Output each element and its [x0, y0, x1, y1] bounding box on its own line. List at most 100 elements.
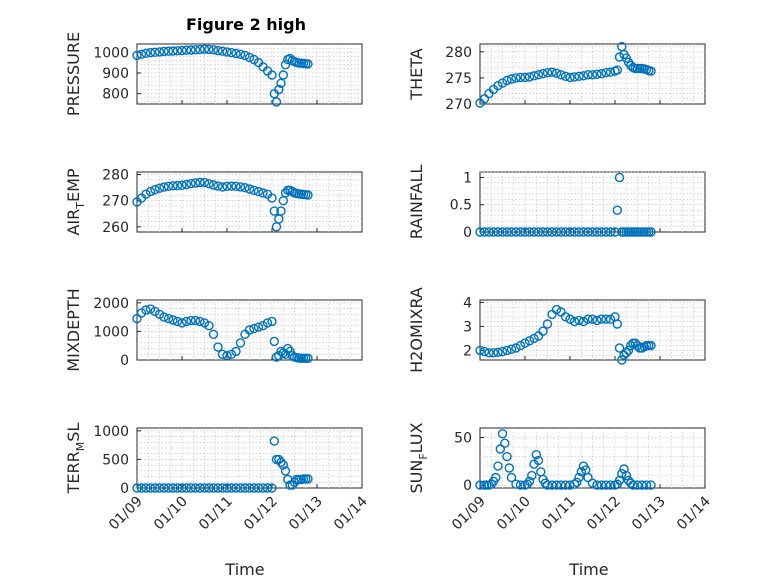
- data-point: [506, 74, 517, 84]
- data-point: [641, 480, 652, 490]
- data-point: [601, 480, 611, 490]
- data-point: [181, 316, 192, 327]
- x-tick-label: 01/14: [674, 493, 714, 533]
- data-point: [520, 72, 530, 83]
- x-tick-label: 01/10: [494, 494, 534, 534]
- data-point: [231, 346, 241, 357]
- data-point: [497, 429, 508, 439]
- data-point: [253, 483, 264, 493]
- data-point: [172, 483, 183, 493]
- data-point: [276, 206, 286, 216]
- data-point: [502, 227, 512, 237]
- data-point: [280, 188, 291, 198]
- data-point: [542, 319, 553, 329]
- data-point: [475, 345, 485, 356]
- data-point: [524, 336, 535, 346]
- y-tick-label: 50: [454, 431, 472, 447]
- data-point: [222, 351, 232, 361]
- data-point: [262, 483, 273, 493]
- data-point: [244, 483, 255, 493]
- data-point: [605, 480, 616, 490]
- data-point: [529, 333, 539, 344]
- data-point: [506, 227, 517, 237]
- data-point: [217, 46, 228, 56]
- data-point: [172, 316, 183, 327]
- y-tick-label: 0: [120, 481, 129, 497]
- data-point: [506, 344, 517, 354]
- data-point: [547, 227, 557, 237]
- data-point: [486, 479, 496, 489]
- data-point: [226, 48, 237, 58]
- data-point: [267, 70, 277, 80]
- y-tick-label: 280: [445, 45, 472, 61]
- data-point: [614, 343, 625, 353]
- x-tick-label: 01/09: [106, 494, 146, 534]
- data-point: [181, 179, 192, 190]
- data-point: [574, 227, 584, 237]
- data-point: [511, 343, 521, 353]
- data-point: [551, 227, 562, 237]
- data-point: [235, 182, 246, 192]
- data-point: [283, 343, 293, 354]
- data-point: [632, 340, 643, 351]
- data-point: [574, 315, 584, 326]
- data-point: [186, 315, 196, 326]
- data-point: [186, 45, 196, 55]
- y-tick-label: 3: [463, 319, 472, 335]
- data-point: [484, 348, 494, 358]
- data-point: [208, 329, 219, 339]
- y-axis-label: PRESSURE: [64, 32, 83, 116]
- data-point: [621, 348, 631, 358]
- data-point: [249, 323, 259, 334]
- data-point: [592, 227, 602, 237]
- data-point: [547, 67, 557, 77]
- data-point: [479, 227, 490, 237]
- data-point: [154, 47, 165, 57]
- data-point: [551, 304, 562, 315]
- data-point: [632, 480, 643, 490]
- data-point: [274, 84, 284, 95]
- data-point: [222, 181, 232, 192]
- data-point: [637, 480, 647, 490]
- data-point: [493, 227, 503, 237]
- data-point: [132, 50, 142, 61]
- y-tick-label: 1000: [93, 324, 129, 340]
- data-point: [276, 78, 286, 89]
- axes-box: [136, 299, 363, 361]
- data-point: [592, 69, 602, 80]
- data-point: [612, 65, 622, 75]
- data-point: [231, 48, 241, 59]
- data-point: [646, 227, 656, 237]
- panel-rainfall: 0 0.5 1 RAINFALL: [407, 165, 706, 241]
- data-point: [646, 66, 656, 76]
- panel-sun-flux: 0 50 SUNFLUX 01/09 01/10 01/11 01/12 01/13 01/14: [407, 422, 714, 533]
- data-point: [269, 206, 279, 216]
- data-point: [623, 345, 634, 356]
- data-point: [163, 313, 174, 324]
- data-point: [190, 483, 201, 493]
- data-point: [177, 318, 187, 328]
- data-point: [195, 44, 205, 55]
- data-point: [141, 305, 151, 315]
- y-axis-label: THETA: [407, 48, 426, 100]
- data-point: [274, 454, 284, 465]
- data-point: [177, 180, 187, 191]
- data-point: [565, 227, 575, 237]
- data-point: [626, 478, 636, 488]
- data-point: [569, 227, 580, 237]
- data-point: [576, 467, 586, 477]
- data-point: [303, 190, 313, 200]
- data-point: [515, 72, 526, 83]
- data-point: [522, 479, 532, 489]
- data-point: [569, 72, 580, 82]
- y-tick-label: 1000: [93, 424, 129, 440]
- data-point: [132, 313, 142, 324]
- data-point: [587, 314, 598, 324]
- data-point: [547, 480, 557, 490]
- data-point: [199, 483, 210, 493]
- data-point: [280, 466, 291, 476]
- data-point: [533, 70, 544, 80]
- data-point: [565, 314, 575, 324]
- data-point: [491, 472, 501, 483]
- data-point: [601, 314, 611, 324]
